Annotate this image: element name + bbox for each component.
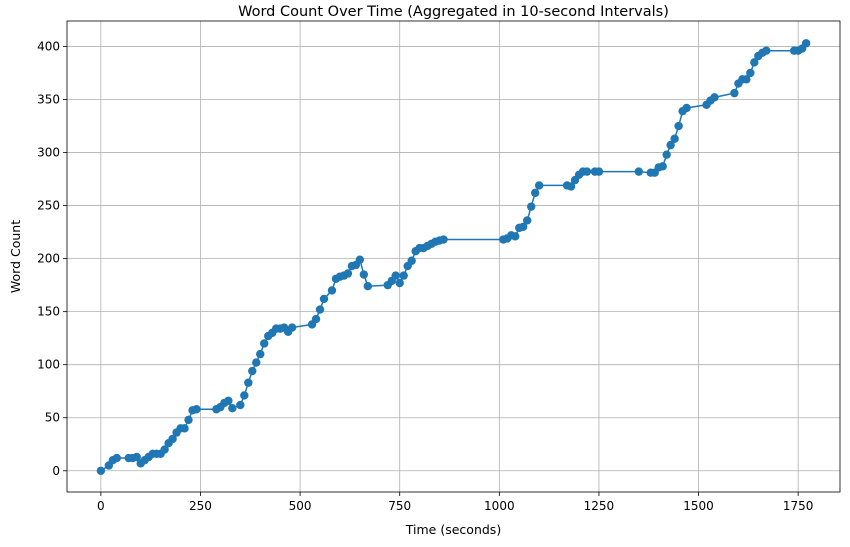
data-point	[244, 378, 253, 387]
y-tick-label: 300	[37, 146, 60, 160]
y-tick-label: 100	[37, 358, 60, 372]
data-point	[530, 188, 540, 198]
chart-title: Word Count Over Time (Aggregated in 10-s…	[238, 4, 669, 20]
data-point	[582, 167, 592, 176]
data-point	[224, 396, 233, 405]
data-point	[662, 150, 671, 159]
y-axis-label: Word Count	[8, 220, 23, 293]
y-tick-label: 50	[45, 411, 60, 425]
data-point	[192, 405, 201, 414]
y-tick-label: 350	[37, 93, 60, 107]
data-point	[762, 46, 771, 55]
y-tick-label: 150	[37, 305, 60, 319]
y-tick-label: 0	[52, 464, 60, 478]
data-point	[534, 181, 544, 190]
data-point	[363, 282, 373, 291]
data-point	[359, 270, 369, 279]
data-point	[168, 434, 177, 444]
data-point	[710, 93, 719, 102]
data-point	[132, 452, 141, 462]
data-point	[682, 103, 691, 113]
tick-layer: 0 250 500 750 1000 1250 1500 1750 0 50 100 150 200 25…	[37, 39, 813, 513]
data-point	[180, 424, 189, 433]
data-point	[160, 445, 169, 454]
data-point	[311, 314, 321, 324]
data-point	[523, 216, 532, 225]
data-point	[248, 366, 257, 376]
x-tick-label: 250	[189, 499, 212, 513]
x-tick-label: 500	[289, 499, 312, 513]
data-point	[666, 140, 675, 150]
data-point	[750, 58, 759, 67]
x-tick-label: 1750	[783, 499, 814, 513]
x-tick-label: 750	[388, 499, 411, 513]
x-axis-label: Time (seconds)	[405, 522, 501, 537]
data-point	[96, 466, 106, 475]
x-tick-label: 1500	[683, 499, 714, 513]
data-point	[256, 349, 265, 359]
y-tick-label: 250	[37, 199, 60, 213]
data-point	[327, 286, 337, 295]
data-point	[112, 453, 122, 463]
data-point	[391, 271, 400, 280]
data-point	[742, 75, 751, 84]
data-point	[658, 162, 667, 171]
x-tick-label: 1250	[584, 499, 615, 513]
data-point	[746, 68, 755, 78]
data-point	[801, 39, 811, 48]
y-tick-label: 400	[37, 39, 60, 53]
data-point	[634, 167, 643, 176]
x-tick-label: 0	[97, 499, 105, 513]
data-point	[240, 391, 249, 400]
data-point	[399, 271, 408, 280]
series-line	[100, 42, 807, 472]
data-point	[287, 323, 297, 332]
data-point	[674, 121, 683, 131]
data-point	[566, 182, 576, 191]
data-point	[184, 415, 193, 425]
data-point	[343, 269, 353, 278]
data-point	[260, 339, 269, 348]
data-point	[519, 222, 528, 231]
data-point	[228, 403, 237, 413]
data-point	[319, 294, 329, 304]
data-point	[315, 305, 325, 314]
data-point	[407, 256, 416, 265]
data-point	[395, 278, 404, 288]
data-point	[511, 232, 520, 241]
data-point	[670, 134, 679, 143]
data-point	[439, 235, 448, 244]
series-layer	[96, 39, 811, 475]
data-point	[526, 202, 536, 211]
data-point	[236, 400, 245, 410]
data-point	[730, 88, 739, 98]
data-point	[355, 255, 365, 264]
plot-frame	[66, 20, 841, 493]
x-tick-label: 1000	[484, 499, 515, 513]
y-tick-label: 200	[37, 252, 60, 266]
data-point	[252, 358, 261, 367]
grid-layer	[67, 21, 840, 492]
data-point	[594, 167, 604, 176]
